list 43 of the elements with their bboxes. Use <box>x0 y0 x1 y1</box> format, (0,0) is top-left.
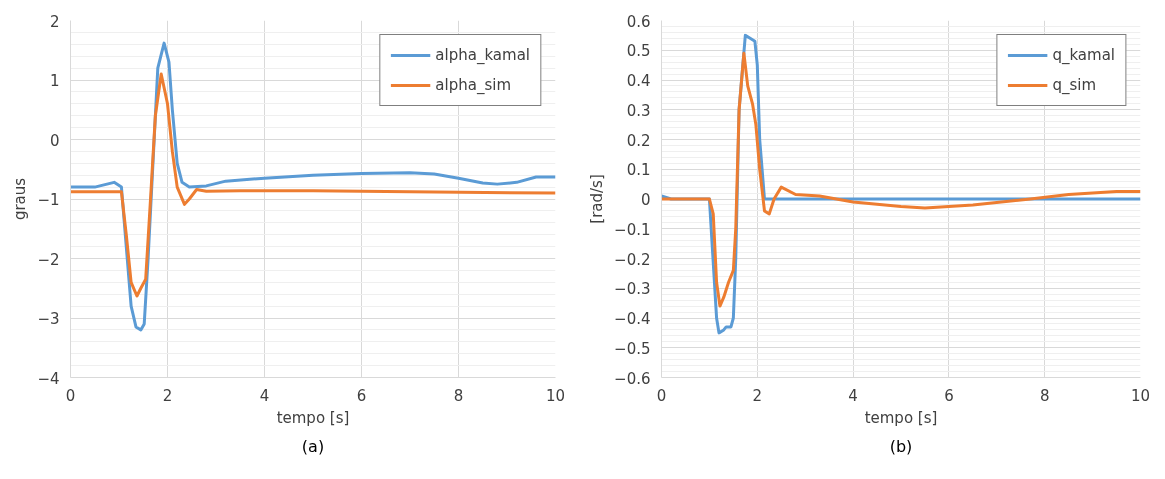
x-tick-label: 10 <box>545 386 566 405</box>
text: (b) <box>889 436 913 456</box>
y-tick-label: 0.5 <box>626 42 651 61</box>
legend-label: alpha_kamal <box>435 46 530 64</box>
x-tick-label: 4 <box>259 386 270 405</box>
y-tick-label: 1 <box>49 72 60 90</box>
y-tick-label: −0.5 <box>614 339 651 358</box>
y-tick-label: −4 <box>37 369 60 388</box>
y-tick-label: −0.4 <box>614 310 651 328</box>
x-axis-title: tempo [s] <box>864 408 938 427</box>
y-tick-label: −1 <box>37 191 60 209</box>
y-tick-label: −0.2 <box>614 250 651 269</box>
y-tick-label: −3 <box>37 310 60 328</box>
y-tick-label: −0.6 <box>614 369 651 388</box>
x-tick-label: 6 <box>944 386 954 405</box>
y-axis-title: [rad/s] <box>588 174 607 224</box>
x-tick-label: 10 <box>1130 386 1151 405</box>
y-tick-label: 0 <box>640 191 651 209</box>
y-tick-label: −2 <box>37 250 60 269</box>
y-axis-title: graus <box>11 177 30 221</box>
x-tick-label: 8 <box>1039 386 1050 405</box>
x-tick-label: 4 <box>848 386 858 405</box>
line-series <box>70 72 556 298</box>
legend-label: alpha_sim <box>435 76 512 94</box>
x-tick-label: 2 <box>752 386 763 405</box>
x-tick-label: 8 <box>453 386 464 405</box>
x-tick-label: 0 <box>65 386 76 405</box>
y-tick-label: 0.3 <box>626 101 651 120</box>
x-tick-label: 0 <box>656 386 667 405</box>
x-axis-title: tempo [s] <box>276 408 350 427</box>
y-tick-label: −0.1 <box>614 220 651 239</box>
y-tick-label: 0.4 <box>626 72 651 90</box>
x-tick-label: 2 <box>162 386 173 405</box>
legend-label: q_sim <box>1052 76 1097 94</box>
y-tick-label: 0.1 <box>626 161 651 180</box>
legend-label: q_kamal <box>1052 46 1115 64</box>
y-tick-label: 2 <box>49 12 60 31</box>
text: (a) <box>301 436 325 456</box>
y-tick-label: 0.2 <box>626 131 651 150</box>
x-tick-label: 6 <box>356 386 367 405</box>
y-tick-label: 0 <box>49 131 60 150</box>
y-tick-label: 0.6 <box>626 12 651 31</box>
y-tick-label: −0.3 <box>614 280 651 299</box>
